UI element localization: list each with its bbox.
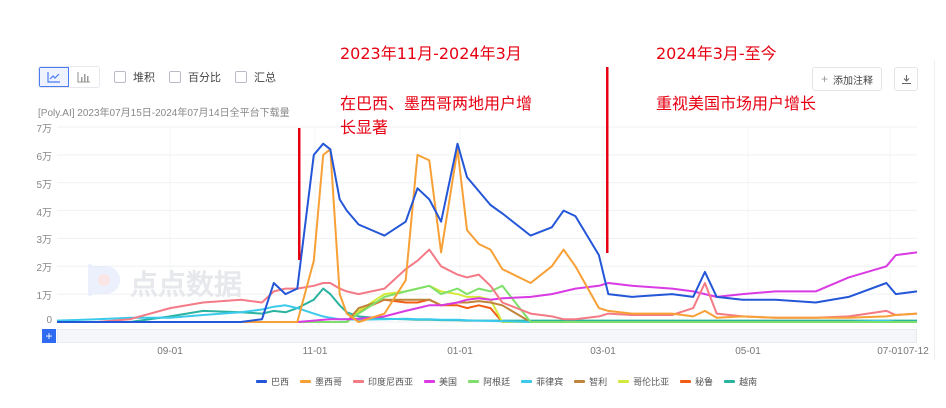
legend-swatch-icon — [680, 380, 692, 383]
y-tick-label: 5万 — [36, 179, 52, 191]
legend-swatch-icon — [521, 380, 533, 383]
add-annotation-label: 添加注释 — [833, 75, 874, 87]
x-tick-label: 03-01 — [590, 346, 616, 357]
line-chart-button[interactable] — [39, 67, 69, 87]
download-icon — [901, 74, 911, 84]
stacked-checkbox[interactable]: 堆积 — [114, 69, 155, 85]
annotation-period-2-heading: 2024年3月-至今 — [656, 44, 777, 63]
legend-item[interactable]: 阿根廷 — [468, 375, 510, 388]
panel-divider — [934, 60, 935, 360]
y-tick-label: 6万 — [36, 151, 52, 163]
series-line[interactable] — [57, 248, 918, 323]
annotation-rule-right — [606, 67, 609, 253]
x-tick-label: 11-01 — [302, 346, 328, 357]
x-tick-label: 09-01 — [157, 346, 183, 357]
summary-label: 汇总 — [254, 72, 276, 84]
y-tick-label: 3万 — [36, 235, 52, 247]
y-tick-label: 4万 — [36, 207, 52, 219]
legend-swatch-icon — [468, 380, 480, 383]
download-button[interactable] — [894, 67, 918, 91]
series-line[interactable] — [57, 148, 918, 323]
stacked-label: 堆积 — [133, 72, 155, 84]
annotation-period-1-body-line2: 长显著 — [340, 118, 389, 137]
chart-legend: 巴西 墨西哥 印度尼西亚 美国 阿根廷 菲律宾 智利 哥伦比亚 秘鲁 越南 — [256, 375, 768, 388]
x-tick-label: 05-01 — [735, 346, 761, 357]
y-tick-label: 7万 — [36, 124, 52, 135]
legend-label: 智利 — [589, 377, 608, 387]
legend-item[interactable]: 菲律宾 — [521, 375, 563, 388]
legend-item[interactable]: 秘鲁 — [680, 375, 713, 388]
x-tick-label: 01-01 — [447, 346, 473, 357]
watermark-text: 点点数据 — [130, 268, 242, 301]
gridlines — [57, 126, 917, 323]
legend-label: 阿根廷 — [483, 377, 511, 387]
percentage-label: 百分比 — [188, 72, 221, 84]
legend-swatch-icon — [724, 380, 736, 383]
checkbox-box — [169, 71, 181, 83]
legend-label: 巴西 — [271, 377, 290, 387]
zoom-expand-button[interactable]: + — [42, 329, 56, 343]
legend-item[interactable]: 印度尼西亚 — [353, 375, 413, 388]
legend-swatch-icon — [424, 380, 436, 383]
x-tick-label: 07-01 — [877, 346, 903, 357]
legend-item[interactable]: 美国 — [424, 375, 457, 388]
checkbox-box — [114, 71, 126, 83]
legend-label: 哥伦比亚 — [633, 377, 670, 387]
legend-label: 印度尼西亚 — [368, 377, 414, 387]
plus-icon: + — [821, 72, 829, 86]
annotation-period-1-heading: 2023年11月-2024年3月 — [340, 44, 522, 63]
zoom-range-bar[interactable] — [57, 329, 917, 343]
watermark-logo — [88, 264, 120, 296]
chart-toolbar: 堆积 百分比 汇总 — [38, 66, 276, 88]
add-annotation-button[interactable]: + 添加注释 — [812, 67, 883, 91]
legend-item[interactable]: 智利 — [574, 375, 607, 388]
percentage-checkbox[interactable]: 百分比 — [169, 69, 221, 85]
legend-label: 越南 — [739, 377, 758, 387]
legend-label: 墨西哥 — [315, 377, 343, 387]
legend-label: 秘鲁 — [695, 377, 714, 387]
x-tick-label: 07-12 — [903, 346, 929, 357]
legend-swatch-icon — [300, 380, 312, 383]
annotation-period-1-body-line1: 在巴西、墨西哥两地用户增 — [340, 94, 533, 113]
y-tick-label: 2万 — [36, 263, 52, 275]
series-lines — [56, 142, 918, 323]
legend-item[interactable]: 哥伦比亚 — [618, 375, 669, 388]
legend-swatch-icon — [574, 380, 586, 383]
annotation-period-2-body: 重视美国市场用户增长 — [656, 94, 817, 113]
legend-item[interactable]: 巴西 — [256, 375, 289, 388]
legend-item[interactable]: 墨西哥 — [300, 375, 342, 388]
annotation-rule-left — [298, 128, 301, 260]
legend-swatch-icon — [618, 380, 630, 383]
y-tick-label: 1万 — [36, 291, 52, 303]
series-line[interactable] — [57, 142, 918, 323]
line-chart-icon — [47, 72, 60, 83]
legend-swatch-icon — [353, 380, 365, 383]
chart-subtitle: [Poly.AI] 2023年07月15日-2024年07月14日全平台下载量 — [38, 108, 290, 119]
legend-label: 美国 — [439, 377, 458, 387]
legend-swatch-icon — [256, 380, 267, 383]
bar-chart-icon — [77, 72, 90, 83]
legend-label: 菲律宾 — [536, 377, 564, 387]
y-tick-label: 0 — [46, 315, 52, 326]
summary-checkbox[interactable]: 汇总 — [235, 69, 276, 85]
bar-chart-button[interactable] — [69, 67, 99, 87]
chart-type-switch — [38, 66, 100, 88]
legend-item[interactable]: 越南 — [724, 375, 757, 388]
checkbox-box — [235, 71, 247, 83]
